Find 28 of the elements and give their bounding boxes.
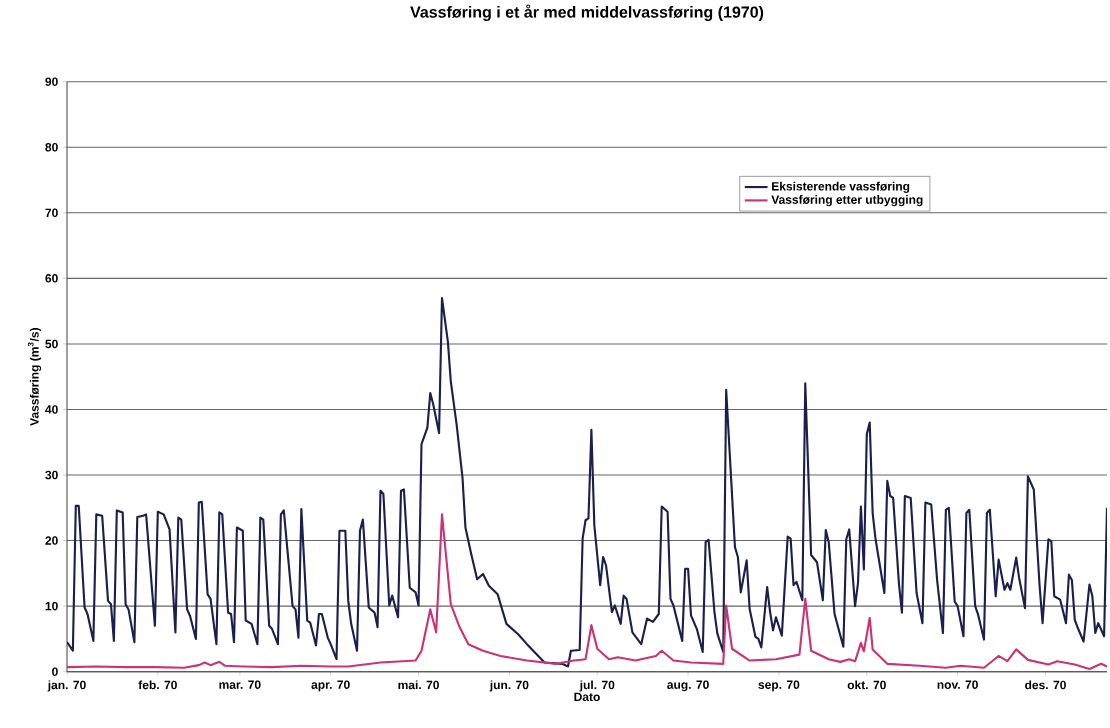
- y-tick-label: 0: [52, 667, 58, 677]
- y-tick-label: 40: [45, 405, 58, 414]
- x-tick-label: feb. 70: [138, 680, 177, 690]
- x-tick-label: aug. 70: [667, 680, 709, 692]
- y-axis-title: Vassføring (m$^{3}$/s): [27, 328, 42, 426]
- y-tick-label: 60: [45, 274, 58, 283]
- x-tick-label: sep. 70: [758, 680, 800, 692]
- x-tick-label: mar. 70: [219, 680, 261, 690]
- x-axis-title: Dato: [574, 692, 600, 702]
- y-tick-label: 30: [45, 470, 58, 480]
- x-tick-label: mai. 70: [398, 680, 439, 690]
- y-tick-label: 90: [45, 77, 58, 87]
- x-tick-label: jan. 70: [47, 680, 86, 692]
- x-tick-label: apr. 70: [311, 680, 350, 692]
- legend-label: Vassføring etter utbygging: [771, 195, 923, 207]
- x-tick-label: nov. 70: [937, 680, 978, 690]
- y-tick-label: 70: [45, 208, 58, 218]
- x-tick-label: okt. 70: [847, 680, 886, 690]
- y-tick-label: 50: [45, 339, 58, 349]
- y-tick-label: 80: [45, 143, 58, 152]
- y-tick-label: 10: [45, 602, 58, 611]
- chart-title: Vassføring i et år med middelvassføring (1970): [410, 4, 764, 22]
- x-tick-label: des. 70: [1025, 680, 1066, 690]
- y-tick-label: 20: [45, 536, 58, 545]
- x-tick-label: jul. 70: [579, 680, 615, 692]
- line-series: [67, 297, 1108, 668]
- legend-label: Eksisterende vassføring: [772, 181, 910, 194]
- x-tick-label: jun. 70: [489, 680, 529, 692]
